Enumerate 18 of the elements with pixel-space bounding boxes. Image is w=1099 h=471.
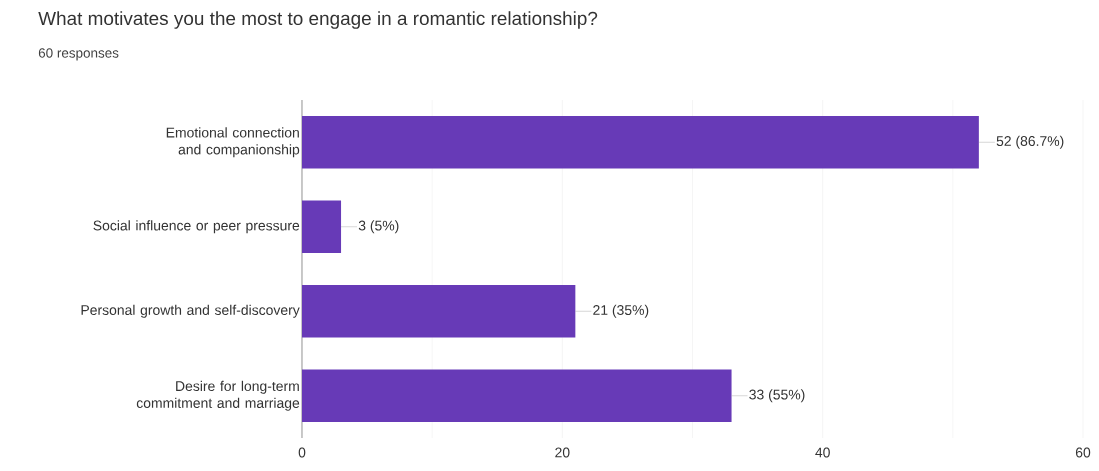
y-tick-label: Emotional connection and companionship xyxy=(166,127,300,158)
data-label: 21 (35%) xyxy=(593,304,649,318)
data-label: 52 (86.7%) xyxy=(996,135,1064,149)
x-tick-label: 20 xyxy=(555,447,570,458)
bar xyxy=(302,116,979,169)
y-tick-label: Social influence or peer pressure xyxy=(93,220,300,234)
data-label: 3 (5%) xyxy=(358,220,399,234)
bar xyxy=(302,369,732,422)
data-label: 33 (55%) xyxy=(749,389,805,403)
y-tick-label: Personal growth and self-discovery xyxy=(81,304,300,318)
y-tick-label: Desire for long-term commitment and marriage xyxy=(136,380,300,411)
chart-title: What motivates you the most to engage in a romantic relationship? xyxy=(38,11,598,29)
text: 60 responses xyxy=(38,48,119,61)
x-tick-label: 40 xyxy=(815,447,830,458)
bar xyxy=(302,200,342,253)
bar xyxy=(302,285,576,338)
x-tick-label: 60 xyxy=(1075,447,1091,458)
x-tick-label: 0 xyxy=(298,447,306,458)
